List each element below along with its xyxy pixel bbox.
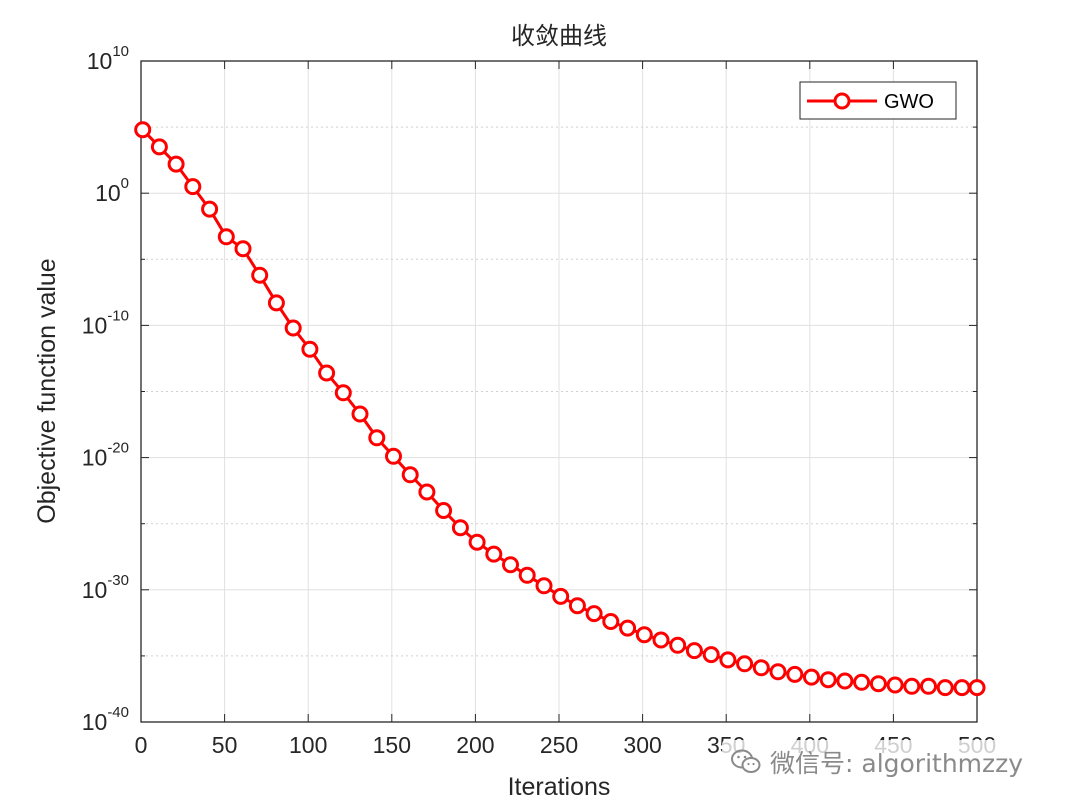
y-tick-label: 10-30 [82,572,129,603]
data-point [619,619,637,637]
y-tick-exponent: 10 [112,43,129,60]
legend-marker [833,92,851,110]
y-tick-base: 10 [82,709,108,735]
data-point [134,121,152,139]
x-tick-label: 50 [212,732,238,758]
data-point [418,483,436,501]
y-tick-base: 10 [82,577,108,603]
x-tick-label: 0 [135,732,148,758]
data-point [752,659,770,677]
data-point [201,200,219,218]
data-point [836,672,854,690]
wechat-icon [731,749,761,773]
data-point [184,178,202,196]
data-point [502,556,519,574]
y-tick-exponent: -40 [107,704,129,721]
y-tick-exponent: -20 [107,440,129,457]
data-point [301,340,319,358]
data-point [568,597,586,615]
data-point [150,138,168,156]
data-point [251,266,269,284]
data-point [267,294,285,312]
data-point [903,677,921,695]
data-point [167,155,185,173]
y-tick-exponent: -10 [107,307,129,324]
x-tick-label: 100 [289,732,327,758]
y-axis-label: Objective function value [33,258,61,523]
x-tick-label: 200 [456,732,494,758]
y-tick-base: 10 [82,312,108,338]
grid [141,61,977,722]
data-point [585,605,603,623]
data-point [652,631,670,649]
data-point [451,519,469,537]
data-point [234,240,252,258]
data-point [468,533,486,551]
data-point [920,677,937,695]
data-point [936,679,954,697]
data-point [736,655,754,673]
chart-title: 收敛曲线 [511,22,607,50]
watermark-text: 微信号: algorithmzzy [770,749,1024,778]
y-tick-label: 1010 [87,43,129,74]
watermark: 微信号: algorithmzzy [722,740,1032,784]
data-point [803,668,820,686]
y-tick-base: 10 [87,48,113,74]
data-point [385,447,402,465]
data-point [552,587,570,605]
x-tick-label: 150 [373,732,411,758]
data-point [702,646,720,664]
data-point [786,665,804,683]
y-tick-exponent: -30 [107,572,129,589]
x-axis-label: Iterations [508,773,611,801]
x-tick-label: 300 [623,732,661,758]
y-tick-label: 10-20 [82,440,129,471]
data-point [485,545,503,563]
series-gwo [134,121,986,697]
data-point [318,364,336,382]
data-point [635,626,653,644]
data-point [368,429,386,447]
legend: GWO [799,81,957,120]
x-tick-label: 250 [540,732,578,758]
data-point [853,673,871,691]
data-point [669,636,687,654]
data-point [602,613,620,630]
data-point [719,651,737,669]
data-point [685,642,703,660]
y-tick-label: 100 [95,175,129,206]
data-point [968,679,986,697]
data-point [535,577,553,595]
data-point [284,319,302,337]
x-axis: 050100150200250300350400450500 [135,61,996,758]
y-tick-base: 10 [95,180,121,206]
data-point [334,384,352,402]
data-point [953,679,971,697]
data-point [435,502,453,519]
y-tick-exponent: 0 [121,175,129,192]
data-point [869,675,887,693]
data-point [401,466,419,484]
data-point [886,676,904,694]
data-point [769,663,787,681]
data-point [351,405,369,423]
data-point [217,228,235,246]
y-tick-label: 10-10 [82,307,129,338]
data-point [518,566,536,584]
y-tick-label: 10-40 [82,704,129,735]
legend-entry-gwo: GWO [884,91,934,113]
data-point [819,671,837,689]
y-tick-base: 10 [82,445,108,471]
